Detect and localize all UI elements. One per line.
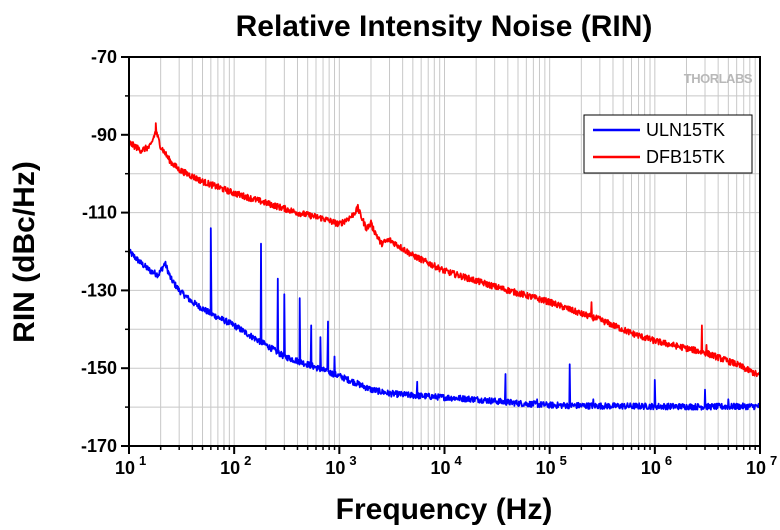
x-tick-exponent: 3: [349, 453, 356, 468]
x-tick-label: 10: [641, 458, 661, 478]
x-tick-exponent: 7: [770, 453, 777, 468]
x-axis-label: Frequency (Hz): [336, 493, 553, 526]
thorlabs-watermark: THORLABS: [684, 71, 753, 86]
y-tick-label: -150: [81, 358, 117, 378]
y-axis-label: RIN (dBc/Hz): [8, 161, 41, 343]
x-tick-label: 10: [325, 458, 345, 478]
y-tick-label: -130: [81, 280, 117, 300]
x-tick-label: 10: [115, 458, 135, 478]
x-tick-label: 10: [746, 458, 766, 478]
legend: ULN15TK DFB15TK: [583, 114, 753, 174]
chart-title: Relative Intensity Noise (RIN): [236, 10, 653, 43]
y-tick-label: -170: [81, 436, 117, 456]
x-tick-exponent: 5: [560, 453, 567, 468]
legend-box: [583, 114, 753, 174]
x-tick-exponent: 4: [455, 453, 463, 468]
y-tick-label: -70: [91, 47, 117, 67]
legend-label-uln15tk: ULN15TK: [646, 120, 725, 140]
x-tick-label: 10: [430, 458, 450, 478]
x-tick-exponent: 6: [665, 453, 672, 468]
y-tick-label: -90: [91, 125, 117, 145]
grid-lines: [129, 57, 760, 446]
series-line-uln15tk: [128, 227, 761, 411]
x-tick-exponent: 2: [244, 453, 251, 468]
y-tick-label: -110: [82, 203, 117, 223]
legend-label-dfb15tk: DFB15TK: [646, 147, 725, 167]
x-tick-label: 10: [220, 458, 240, 478]
series-line-dfb15tk: [128, 122, 761, 378]
series-layer: [128, 122, 761, 411]
x-tick-label: 10: [536, 458, 556, 478]
x-tick-exponent: 1: [139, 453, 146, 468]
